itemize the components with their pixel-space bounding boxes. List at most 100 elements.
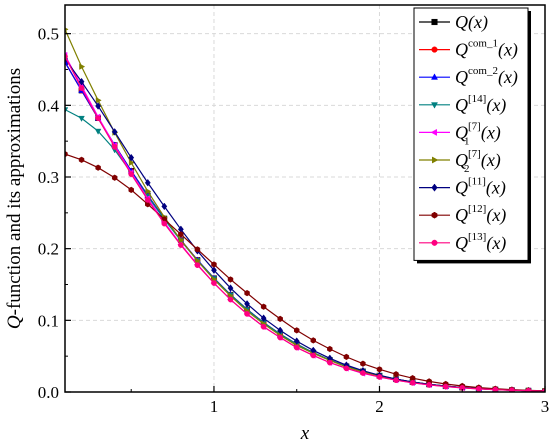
y-tick-label: 0.1	[38, 311, 59, 330]
legend-label-sup: com_1	[468, 38, 498, 50]
data-point	[343, 353, 350, 361]
legend-label-arg: (x)	[481, 122, 501, 143]
data-point	[145, 188, 152, 195]
data-point	[310, 352, 317, 359]
data-point	[78, 85, 85, 91]
legend-label: Q[13](x)	[455, 231, 506, 254]
legend-entry: Qcom_1(x)	[419, 38, 518, 61]
data-point	[144, 178, 151, 187]
legend-label: Q[14](x)	[455, 93, 506, 116]
legend-label-base: Q	[455, 150, 468, 170]
data-point	[360, 360, 366, 367]
x-tick-label: 1	[210, 397, 219, 416]
data-point	[293, 344, 300, 351]
legend-label: Q[12](x)	[455, 203, 506, 226]
data-point	[227, 296, 234, 303]
y-axis-label-italic: Q	[4, 315, 25, 329]
data-point	[393, 377, 399, 384]
legend-entry: Q[7] 1 (x)	[419, 120, 501, 147]
legend-label-base: Q	[455, 178, 468, 198]
y-tick-label: 0.4	[38, 96, 60, 115]
data-point	[211, 261, 217, 268]
data-point	[430, 102, 439, 109]
x-tick-label: 3	[541, 397, 550, 416]
data-point	[95, 164, 101, 171]
legend-label-arg: (x)	[486, 178, 506, 199]
data-point	[430, 128, 437, 136]
data-point	[442, 383, 449, 390]
data-point	[293, 337, 300, 345]
data-point	[161, 220, 168, 227]
data-point	[326, 359, 333, 366]
legend-label: Qcom_1(x)	[455, 38, 518, 61]
legend-label-sup: [11]	[468, 176, 486, 188]
data-point	[244, 289, 250, 297]
data-point	[277, 334, 284, 341]
axis-ticks: 1 2 3 0.0 0.1 0.2 0.3 0.4 0.5	[38, 25, 550, 416]
data-point	[78, 115, 85, 122]
y-axis-label: Q-function and its approximations	[4, 68, 25, 329]
data-point	[111, 144, 118, 150]
data-point	[509, 387, 515, 392]
data-point	[78, 156, 85, 163]
data-point	[376, 374, 383, 380]
legend-label-base: Q	[455, 40, 468, 60]
legend-entry: Q[14](x)	[419, 93, 506, 116]
data-point	[393, 371, 399, 378]
legend-label-sub: 1	[464, 135, 470, 147]
data-point	[211, 280, 217, 286]
data-point	[78, 77, 85, 86]
data-point	[492, 386, 499, 392]
legend-label-sup: [13]	[468, 231, 486, 243]
data-point	[260, 303, 267, 310]
legend-entry: Qcom_2(x)	[419, 65, 518, 88]
data-point	[111, 174, 118, 181]
legend-label-sup: [14]	[468, 93, 486, 105]
data-point	[161, 202, 168, 211]
data-point	[431, 46, 438, 53]
data-point	[79, 63, 86, 70]
data-point	[431, 18, 438, 26]
x-axis-label: x	[300, 423, 310, 444]
data-point	[128, 171, 135, 177]
y-tick-label: 0.3	[38, 168, 59, 187]
legend-label: Q(x)	[455, 12, 488, 33]
data-point	[128, 159, 135, 166]
data-point	[260, 314, 267, 322]
data-point	[430, 73, 439, 80]
data-point	[244, 300, 250, 308]
data-point	[95, 115, 101, 122]
data-point	[277, 315, 283, 323]
x-tick-label: 2	[375, 397, 384, 416]
legend-label-sup: [7]	[468, 148, 481, 160]
data-point	[360, 370, 366, 376]
data-point	[409, 379, 416, 386]
legend-label-base: Q	[455, 12, 468, 32]
plot-frame	[64, 4, 546, 393]
legend-label-base: Q	[455, 233, 468, 253]
y-tick-label: 0.2	[38, 240, 59, 259]
legend-label: Qcom_2(x)	[455, 65, 518, 88]
data-point	[211, 266, 217, 274]
legend-label-arg: (x)	[498, 40, 518, 61]
data-point	[144, 197, 151, 203]
data-point	[94, 128, 102, 135]
data-point	[431, 239, 438, 246]
legend-label-sup: [12]	[468, 203, 486, 215]
legend-label-base: Q	[455, 205, 468, 225]
series-layer	[65, 27, 545, 392]
data-point	[426, 382, 432, 388]
data-point	[128, 153, 135, 162]
series-8	[65, 53, 545, 392]
data-point	[178, 236, 185, 244]
data-point	[195, 257, 202, 265]
series-line	[65, 153, 545, 392]
data-point	[111, 128, 118, 136]
data-point	[343, 365, 350, 372]
legend-label: Q[7] 1 (x)	[455, 120, 501, 147]
data-point	[277, 326, 284, 335]
data-point	[432, 156, 439, 164]
legend-entry: Q[7] 2 (x)	[419, 148, 501, 175]
legend-entry: Q[11](x)	[419, 176, 506, 199]
